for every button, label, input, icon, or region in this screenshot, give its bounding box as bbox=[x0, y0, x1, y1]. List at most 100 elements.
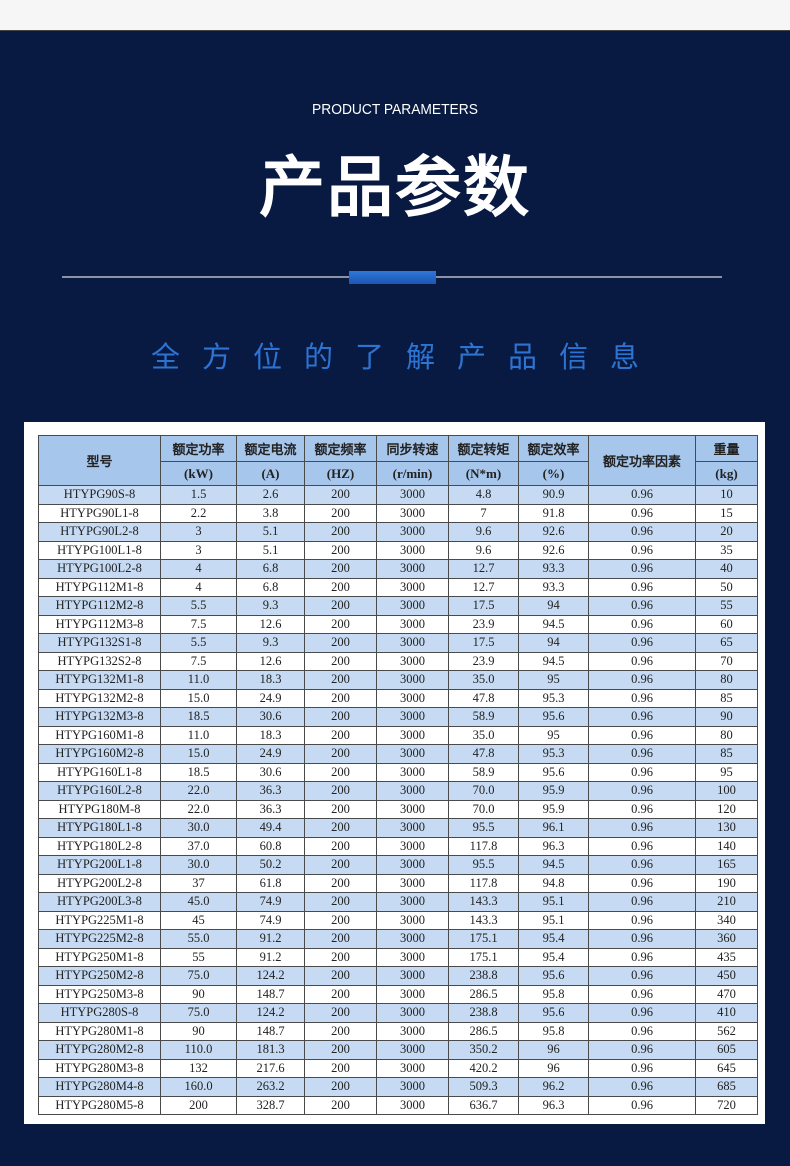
value-cell: 3000 bbox=[376, 522, 449, 542]
table-row: HTYPG180L2-8 37.0 60.8 200 3000 117.8 96.3 0.96… bbox=[38, 836, 758, 856]
table-row: HTYPG112M3-8 7.5 12.6 200 3000 23.9 94.5 0.96 60 bbox=[38, 614, 758, 634]
value-cell: 49.4 bbox=[236, 818, 305, 838]
value-cell: 95.4 bbox=[518, 947, 589, 967]
value-cell: 95.8 bbox=[518, 1021, 589, 1041]
value-cell: 60.8 bbox=[236, 836, 305, 856]
value-cell: 5.1 bbox=[236, 540, 305, 560]
value-cell: 200 bbox=[304, 614, 377, 634]
value-cell: 200 bbox=[304, 559, 377, 579]
model-cell: HTYPG160L2-8 bbox=[38, 781, 161, 801]
value-cell: 50 bbox=[695, 577, 758, 597]
value-cell: 12.6 bbox=[236, 651, 305, 671]
value-cell: 200 bbox=[160, 1095, 237, 1115]
value-cell: 200 bbox=[304, 855, 377, 875]
value-cell: 200 bbox=[304, 651, 377, 671]
value-cell: 95.3 bbox=[518, 688, 589, 708]
value-cell: 55 bbox=[695, 596, 758, 616]
value-cell: 3000 bbox=[376, 984, 449, 1004]
value-cell: 200 bbox=[304, 762, 377, 782]
value-cell: 3000 bbox=[376, 818, 449, 838]
value-cell: 4 bbox=[160, 577, 237, 597]
value-cell: 2.6 bbox=[236, 485, 305, 505]
value-cell: 92.6 bbox=[518, 540, 589, 560]
value-cell: 0.96 bbox=[588, 947, 696, 967]
value-cell: 91.8 bbox=[518, 503, 589, 523]
value-cell: 3000 bbox=[376, 1021, 449, 1041]
value-cell: 200 bbox=[304, 540, 377, 560]
value-cell: 0.96 bbox=[588, 485, 696, 505]
table-row: HTYPG132M1-8 11.0 18.3 200 3000 35.0 95 0.96 80 bbox=[38, 670, 758, 690]
value-cell: 0.96 bbox=[588, 1040, 696, 1060]
value-cell: 217.6 bbox=[236, 1058, 305, 1078]
value-cell: 3000 bbox=[376, 633, 449, 653]
model-cell: HTYPG280M5-8 bbox=[38, 1095, 161, 1115]
value-cell: 23.9 bbox=[448, 614, 519, 634]
value-cell: 0.96 bbox=[588, 966, 696, 986]
value-cell: 0.96 bbox=[588, 725, 696, 745]
value-cell: 0.96 bbox=[588, 688, 696, 708]
value-cell: 95.1 bbox=[518, 892, 589, 912]
value-cell: 0.96 bbox=[588, 1077, 696, 1097]
model-cell: HTYPG280M1-8 bbox=[38, 1021, 161, 1041]
value-cell: 143.3 bbox=[448, 910, 519, 930]
value-cell: 200 bbox=[304, 725, 377, 745]
table-row: HTYPG132S1-8 5.5 9.3 200 3000 17.5 94 0.96 65 bbox=[38, 633, 758, 653]
value-cell: 23.9 bbox=[448, 651, 519, 671]
value-cell: 175.1 bbox=[448, 947, 519, 967]
value-cell: 3000 bbox=[376, 799, 449, 819]
value-cell: 200 bbox=[304, 596, 377, 616]
value-cell: 40 bbox=[695, 559, 758, 579]
top-strip bbox=[0, 0, 790, 31]
value-cell: 36.3 bbox=[236, 799, 305, 819]
model-cell: HTYPG225M2-8 bbox=[38, 929, 161, 949]
value-cell: 0.96 bbox=[588, 873, 696, 893]
table-row: HTYPG100L2-8 4 6.8 200 3000 12.7 93.3 0.96 40 bbox=[38, 559, 758, 579]
value-cell: 435 bbox=[695, 947, 758, 967]
value-cell: 143.3 bbox=[448, 892, 519, 912]
value-cell: 60 bbox=[695, 614, 758, 634]
column-unit: (N*m) bbox=[448, 461, 519, 486]
value-cell: 95.3 bbox=[518, 744, 589, 764]
value-cell: 360 bbox=[695, 929, 758, 949]
value-cell: 200 bbox=[304, 892, 377, 912]
value-cell: 124.2 bbox=[236, 966, 305, 986]
value-cell: 0.96 bbox=[588, 910, 696, 930]
value-cell: 3000 bbox=[376, 651, 449, 671]
value-cell: 238.8 bbox=[448, 1003, 519, 1023]
value-cell: 65 bbox=[695, 633, 758, 653]
table-row: HTYPG280M5-8 200 328.7 200 3000 636.7 96.3 0.96… bbox=[38, 1095, 758, 1115]
value-cell: 605 bbox=[695, 1040, 758, 1060]
value-cell: 148.7 bbox=[236, 1021, 305, 1041]
value-cell: 3000 bbox=[376, 1003, 449, 1023]
table-row: HTYPG180L1-8 30.0 49.4 200 3000 95.5 96.1 0.96 1… bbox=[38, 818, 758, 838]
value-cell: 181.3 bbox=[236, 1040, 305, 1060]
value-cell: 58.9 bbox=[448, 762, 519, 782]
value-cell: 17.5 bbox=[448, 633, 519, 653]
value-cell: 91.2 bbox=[236, 947, 305, 967]
value-cell: 3000 bbox=[376, 670, 449, 690]
value-cell: 3000 bbox=[376, 559, 449, 579]
value-cell: 0.96 bbox=[588, 577, 696, 597]
value-cell: 11.0 bbox=[160, 725, 237, 745]
table-row: HTYPG160L1-8 18.5 30.6 200 3000 58.9 95.6 0.96 9… bbox=[38, 762, 758, 782]
page-title: 产品参数 bbox=[259, 149, 531, 226]
value-cell: 0.96 bbox=[588, 818, 696, 838]
value-cell: 95 bbox=[518, 670, 589, 690]
value-cell: 3000 bbox=[376, 485, 449, 505]
header-row: 型号 额定功率 额定电流 额定频率 同步转速 额定转矩 额定效率 额定功率因素 重量 bbox=[38, 435, 758, 486]
value-cell: 7.5 bbox=[160, 614, 237, 634]
value-cell: 3000 bbox=[376, 929, 449, 949]
table-row: HTYPG200L1-8 30.0 50.2 200 3000 95.5 94.5 0.96 1… bbox=[38, 855, 758, 875]
value-cell: 58.9 bbox=[448, 707, 519, 727]
value-cell: 200 bbox=[304, 1077, 377, 1097]
value-cell: 0.96 bbox=[588, 781, 696, 801]
value-cell: 200 bbox=[304, 688, 377, 708]
value-cell: 200 bbox=[304, 707, 377, 727]
value-cell: 95.6 bbox=[518, 1003, 589, 1023]
value-cell: 200 bbox=[304, 873, 377, 893]
value-cell: 132 bbox=[160, 1058, 237, 1078]
value-cell: 210 bbox=[695, 892, 758, 912]
value-cell: 3000 bbox=[376, 892, 449, 912]
table-row: HTYPG280S-8 75.0 124.2 200 3000 238.8 95.6 0.96… bbox=[38, 1003, 758, 1023]
value-cell: 18.3 bbox=[236, 670, 305, 690]
